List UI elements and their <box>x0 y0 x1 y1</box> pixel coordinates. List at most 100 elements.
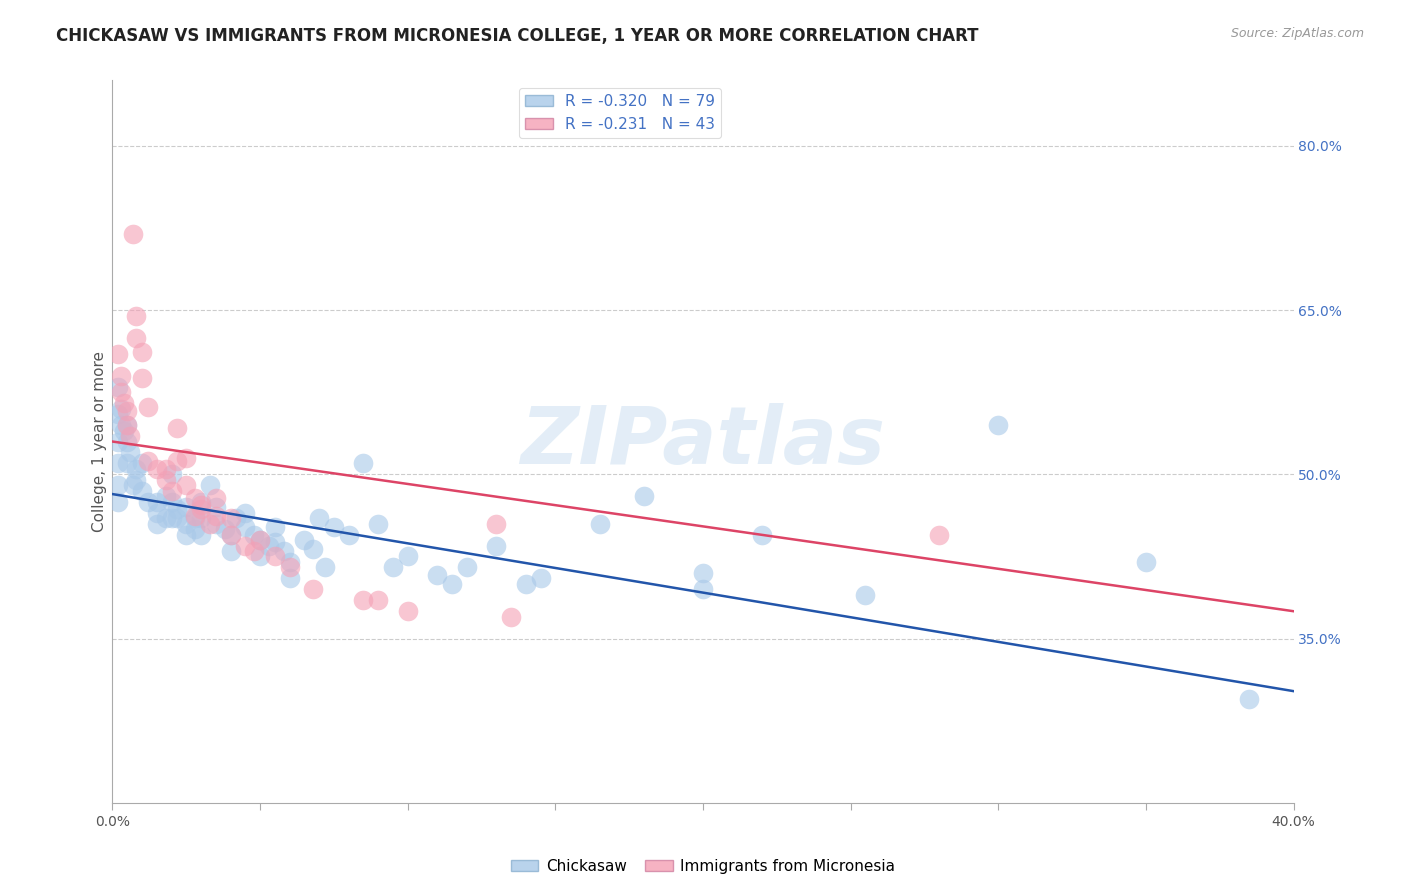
Point <box>136 400 159 414</box>
Point <box>367 516 389 531</box>
Point <box>249 549 271 564</box>
Point <box>125 309 148 323</box>
Point <box>426 568 449 582</box>
Point <box>166 421 188 435</box>
Point <box>125 473 148 487</box>
Point <box>198 516 221 531</box>
Legend: Chickasaw, Immigrants from Micronesia: Chickasaw, Immigrants from Micronesia <box>505 853 901 880</box>
Point <box>1135 555 1157 569</box>
Point <box>107 347 129 361</box>
Point <box>278 555 301 569</box>
Point <box>987 418 1010 433</box>
Point <box>174 478 197 492</box>
Point <box>125 462 148 476</box>
Point <box>131 371 153 385</box>
Point <box>501 609 523 624</box>
Point <box>136 454 159 468</box>
Point <box>184 491 207 506</box>
Point <box>396 604 419 618</box>
Point <box>117 418 138 433</box>
Point <box>308 511 330 525</box>
Point <box>233 539 256 553</box>
Point <box>160 467 183 482</box>
Point <box>396 549 419 564</box>
Point <box>190 494 212 508</box>
Point <box>352 593 374 607</box>
Point <box>225 511 247 525</box>
Point <box>117 434 138 449</box>
Point <box>117 457 138 471</box>
Point <box>205 516 228 531</box>
Point <box>273 544 295 558</box>
Point <box>485 516 508 531</box>
Point <box>110 385 132 400</box>
Point <box>205 491 228 506</box>
Point <box>264 549 287 564</box>
Point <box>174 527 197 541</box>
Point <box>249 533 271 547</box>
Point <box>117 418 138 433</box>
Point <box>278 560 301 574</box>
Point <box>257 539 280 553</box>
Point <box>588 516 610 531</box>
Point <box>174 450 197 465</box>
Point <box>190 527 212 541</box>
Point <box>198 478 221 492</box>
Point <box>120 429 142 443</box>
Point <box>110 418 132 433</box>
Point <box>112 424 135 438</box>
Point <box>160 483 183 498</box>
Point <box>155 489 177 503</box>
Point <box>155 511 177 525</box>
Point <box>110 368 132 383</box>
Point <box>382 560 405 574</box>
Y-axis label: College, 1 year or more: College, 1 year or more <box>91 351 107 532</box>
Point <box>190 498 212 512</box>
Point <box>264 535 287 549</box>
Point <box>122 227 145 241</box>
Point <box>112 396 135 410</box>
Point <box>367 593 389 607</box>
Point <box>233 520 256 534</box>
Point <box>146 506 169 520</box>
Point <box>855 588 877 602</box>
Point <box>174 500 197 515</box>
Point <box>1239 691 1261 706</box>
Point <box>190 502 212 516</box>
Point <box>122 478 145 492</box>
Point <box>131 483 153 498</box>
Point <box>249 533 271 547</box>
Point <box>166 454 188 468</box>
Point <box>264 520 287 534</box>
Point <box>243 527 266 541</box>
Point <box>110 401 132 416</box>
Point <box>155 473 177 487</box>
Point <box>107 434 129 449</box>
Point <box>314 560 336 574</box>
Text: CHICKASAW VS IMMIGRANTS FROM MICRONESIA COLLEGE, 1 YEAR OR MORE CORRELATION CHAR: CHICKASAW VS IMMIGRANTS FROM MICRONESIA … <box>56 27 979 45</box>
Point <box>337 527 360 541</box>
Point <box>515 577 537 591</box>
Point <box>485 539 508 553</box>
Point <box>166 511 188 525</box>
Point <box>131 344 153 359</box>
Point <box>184 522 207 536</box>
Point <box>107 457 129 471</box>
Text: ZIPatlas: ZIPatlas <box>520 402 886 481</box>
Text: Source: ZipAtlas.com: Source: ZipAtlas.com <box>1230 27 1364 40</box>
Point <box>219 544 242 558</box>
Point <box>184 511 207 525</box>
Point <box>302 541 325 556</box>
Point <box>243 544 266 558</box>
Point <box>107 380 129 394</box>
Point <box>125 330 148 344</box>
Point <box>233 506 256 520</box>
Point <box>692 566 714 580</box>
Point <box>692 582 714 597</box>
Point <box>323 520 346 534</box>
Point <box>751 527 773 541</box>
Point <box>928 527 950 541</box>
Point <box>107 407 129 421</box>
Point <box>456 560 478 574</box>
Point <box>441 577 464 591</box>
